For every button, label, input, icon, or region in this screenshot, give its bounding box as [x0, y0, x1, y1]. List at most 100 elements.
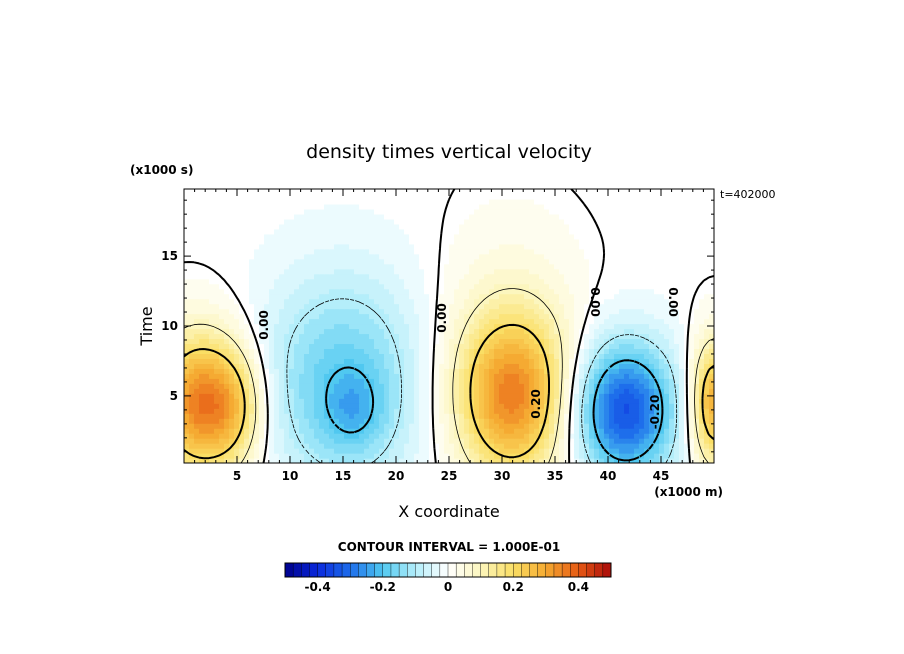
heatmap-cell — [194, 388, 200, 394]
heatmap-cell — [524, 268, 530, 275]
heatmap-cell — [674, 313, 680, 320]
heatmap-cell — [194, 348, 200, 354]
heatmap-cell — [214, 418, 220, 424]
heatmap-cell — [289, 433, 295, 439]
heatmap-cell — [564, 413, 570, 419]
heatmap-cell — [409, 453, 415, 459]
heatmap-cell — [409, 423, 415, 429]
heatmap-cell — [459, 278, 465, 285]
heatmap-cell — [184, 363, 190, 369]
heatmap-cell — [559, 443, 565, 449]
heatmap-cell — [634, 273, 640, 280]
heatmap-cell — [479, 448, 485, 454]
heatmap-cell — [704, 328, 710, 335]
heatmap-cell — [569, 453, 575, 459]
heatmap-cell — [699, 353, 705, 359]
heatmap-cell — [539, 353, 545, 359]
heatmap-cell — [314, 288, 320, 295]
heatmap-cell — [299, 248, 305, 255]
heatmap-cell — [634, 238, 640, 245]
heatmap-cell — [239, 273, 245, 280]
heatmap-cell — [699, 268, 705, 275]
heatmap-cell — [709, 298, 714, 305]
heatmap-cell — [494, 393, 500, 399]
heatmap-cell — [639, 228, 645, 235]
heatmap-cell — [499, 228, 505, 235]
heatmap-cell — [419, 338, 425, 345]
heatmap-cell — [709, 238, 714, 245]
heatmap-cell — [674, 303, 680, 310]
heatmap-cell — [354, 453, 360, 459]
heatmap-cell — [494, 228, 500, 235]
heatmap-cell — [679, 248, 685, 255]
heatmap-cell — [384, 333, 390, 340]
heatmap-cell — [219, 238, 225, 245]
heatmap-cell — [449, 453, 455, 459]
heatmap-cell — [389, 393, 395, 399]
heatmap-cell — [414, 233, 420, 240]
heatmap-cell — [674, 233, 680, 240]
heatmap-cell — [509, 453, 515, 459]
heatmap-cell — [584, 398, 590, 404]
heatmap-cell — [399, 278, 405, 285]
heatmap-cell — [494, 403, 500, 409]
heatmap-cell — [689, 273, 695, 280]
heatmap-cell — [619, 378, 625, 384]
heatmap-cell — [604, 433, 610, 439]
heatmap-cell — [539, 228, 545, 235]
heatmap-cell — [229, 223, 235, 230]
heatmap-cell — [309, 393, 315, 399]
heatmap-cell — [294, 328, 300, 335]
heatmap-cell — [679, 243, 685, 250]
heatmap-cell — [424, 328, 430, 335]
heatmap-cell — [534, 233, 540, 240]
heatmap-cell — [214, 298, 220, 305]
heatmap-cell — [184, 368, 190, 374]
heatmap-cell — [469, 248, 475, 255]
heatmap-cell — [654, 368, 660, 374]
heatmap-cell — [639, 238, 645, 245]
heatmap-cell — [434, 393, 440, 399]
heatmap-cell — [269, 243, 275, 250]
heatmap-cell — [194, 358, 200, 364]
heatmap-cell — [444, 438, 450, 444]
heatmap-cell — [539, 338, 545, 345]
heatmap-cell — [269, 248, 275, 255]
heatmap-cell — [439, 293, 445, 300]
heatmap-cell — [464, 303, 470, 310]
heatmap-cell — [194, 453, 200, 459]
heatmap-cell — [229, 433, 235, 439]
heatmap-cell — [664, 248, 670, 255]
heatmap-cell — [424, 423, 430, 429]
heatmap-cell — [199, 333, 205, 340]
heatmap-cell — [619, 258, 625, 265]
heatmap-cell — [514, 393, 520, 399]
heatmap-cell — [574, 348, 580, 354]
heatmap-cell — [404, 438, 410, 444]
heatmap-cell — [509, 293, 515, 300]
heatmap-cell — [219, 298, 225, 305]
heatmap-cell — [519, 348, 525, 354]
heatmap-cell — [694, 388, 700, 394]
heatmap-cell — [554, 368, 560, 374]
heatmap-cell — [649, 403, 655, 409]
heatmap-cell — [519, 373, 525, 379]
heatmap-cell — [194, 428, 200, 434]
heatmap-cell — [359, 243, 365, 250]
heatmap-cell — [569, 353, 575, 359]
heatmap-cell — [379, 323, 385, 330]
heatmap-cell — [474, 253, 480, 260]
heatmap-cell — [214, 318, 220, 325]
heatmap-cell — [334, 348, 340, 354]
heatmap-cell — [669, 243, 675, 250]
heatmap-cell — [474, 368, 480, 374]
heatmap-cell — [269, 288, 275, 295]
heatmap-cell — [464, 348, 470, 354]
heatmap-cell — [534, 263, 540, 270]
heatmap-cell — [454, 298, 460, 305]
heatmap-cell — [254, 343, 260, 350]
heatmap-cell — [469, 243, 475, 250]
heatmap-cell — [639, 383, 645, 389]
heatmap-cell — [199, 373, 205, 379]
heatmap-cell — [394, 288, 400, 295]
